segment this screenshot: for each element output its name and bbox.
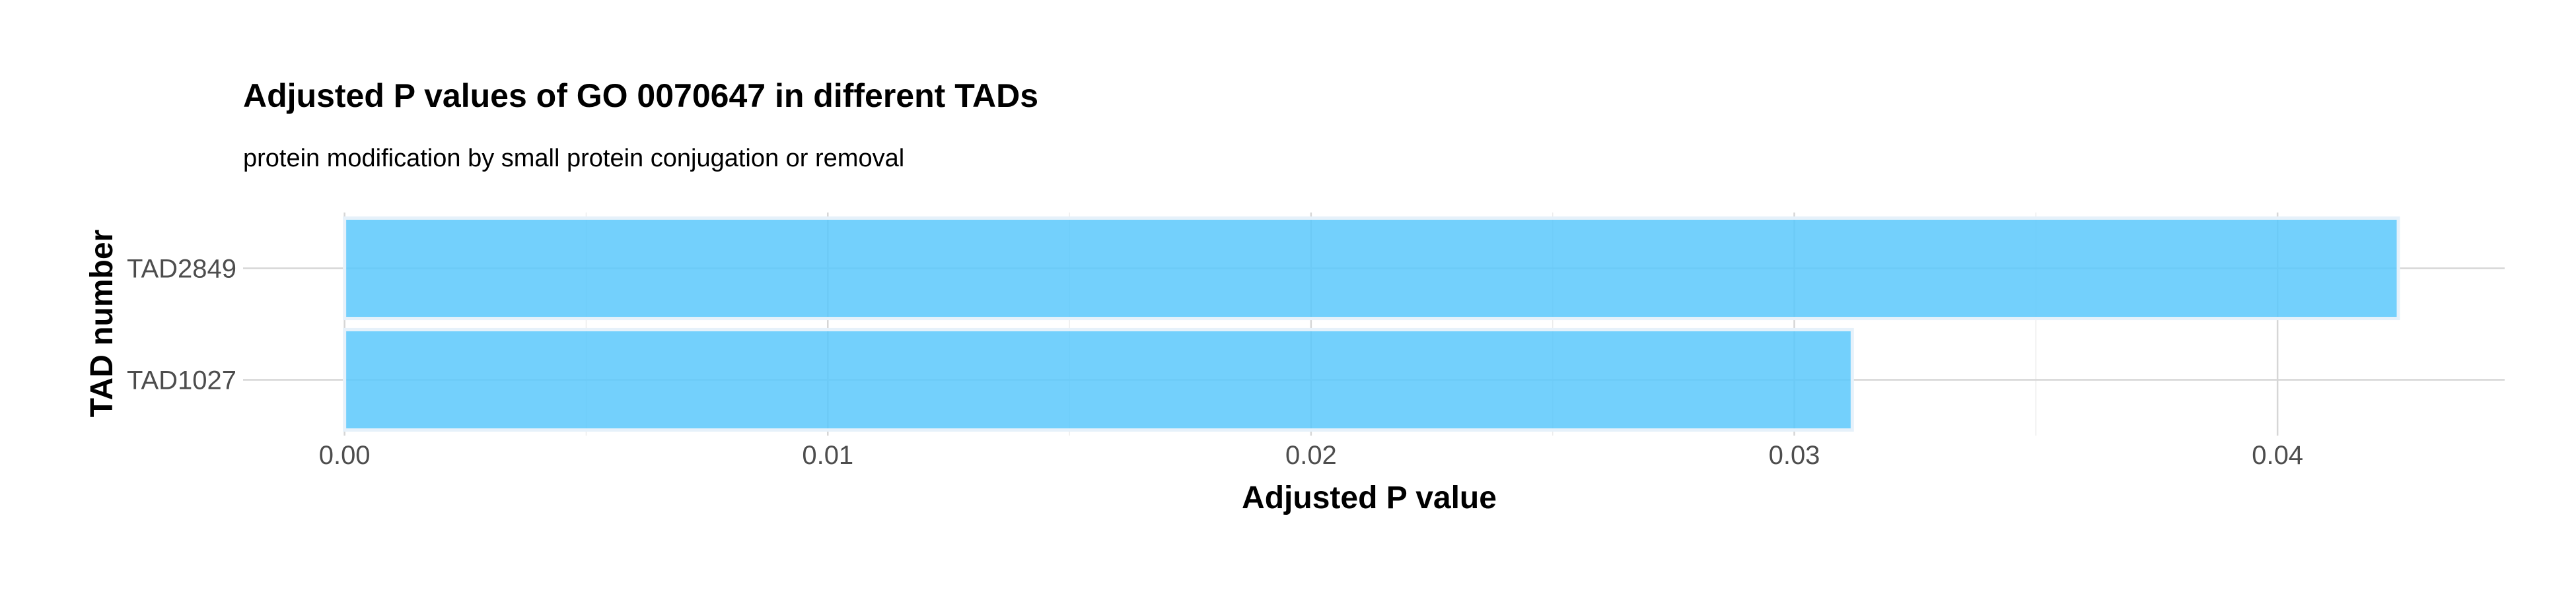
x-axis-title: Adjusted P value [1242, 480, 1497, 515]
bar-tad1027 [343, 327, 1854, 432]
x-tick-label: 0.01 [802, 441, 853, 470]
bar-tad2849 [343, 216, 2400, 321]
y-axis-tick-labels: TAD1027 TAD2849 [127, 255, 236, 395]
x-tick-label: 0.04 [2252, 441, 2303, 470]
y-tick-label: TAD1027 [127, 366, 236, 395]
chart-title: Adjusted P values of GO 0070647 in diffe… [243, 77, 1038, 114]
bars [343, 216, 2400, 432]
x-tick-label: 0.02 [1285, 441, 1337, 470]
x-tick-label: 0.00 [319, 441, 371, 470]
y-axis-title: TAD number [85, 230, 120, 417]
x-axis-tick-labels: 0.00 0.01 0.02 0.03 0.04 [319, 441, 2303, 470]
chart-subtitle: protein modification by small protein co… [243, 145, 904, 172]
y-tick-label: TAD2849 [127, 255, 236, 284]
x-tick-label: 0.03 [1769, 441, 1820, 470]
